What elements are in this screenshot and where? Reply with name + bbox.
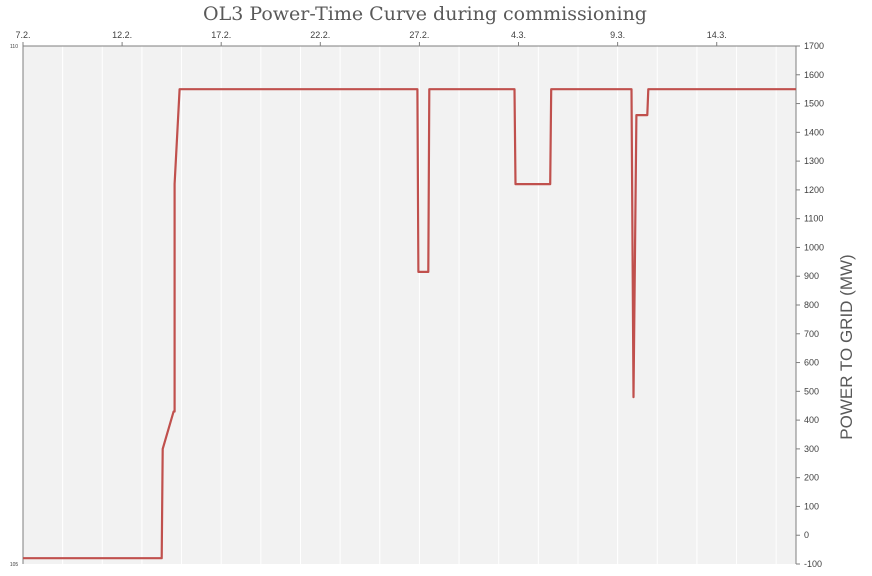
y-tick-label: 1600 <box>804 70 824 80</box>
y-tick-label: 1700 <box>804 41 824 51</box>
left-axis-top-label: 110 <box>10 44 18 50</box>
y-tick-label: 500 <box>804 386 819 396</box>
y-tick-label: -100 <box>804 559 822 569</box>
x-tick-label: 22.2. <box>310 30 330 40</box>
y-tick-label: 1300 <box>804 156 824 166</box>
y-axis-title: POWER TO GRID (MW) <box>837 254 856 439</box>
left-axis-bottom-label: 105 <box>10 562 19 568</box>
chart-title: OL3 Power-Time Curve during commissionin… <box>203 3 647 25</box>
y-tick-label: 800 <box>804 300 819 310</box>
y-tick-label: 0 <box>804 530 809 540</box>
y-tick-label: 100 <box>804 501 819 511</box>
y-tick-label: 400 <box>804 415 819 425</box>
x-tick-label: 4.3. <box>511 30 526 40</box>
gridlines <box>62 46 777 564</box>
y-tick-label: 300 <box>804 444 819 454</box>
y-tick-label: 600 <box>804 358 819 368</box>
x-tick-label: 17.2. <box>211 30 231 40</box>
series-layer <box>23 88 796 560</box>
series-line <box>23 88 796 560</box>
y-tick-label: 1000 <box>804 242 824 252</box>
plot-area <box>23 46 796 564</box>
x-tick-label: 12.2. <box>112 30 132 40</box>
y-tick-label: 1400 <box>804 127 824 137</box>
x-tick-label: 9.3. <box>610 30 625 40</box>
y-tick-label: 200 <box>804 473 819 483</box>
y-tick-label: 1500 <box>804 99 824 109</box>
y-axis-ticks: -100 0 100 200 300 400 500 600 700 800 900 1000 1100… <box>796 41 824 569</box>
x-tick-label: 27.2. <box>409 30 429 40</box>
y-tick-label: 700 <box>804 329 819 339</box>
x-axis-ticks: 7.2. 12.2. 17.2. 22.2. 27.2. 4.3. 9.3. 14.3. <box>15 30 727 46</box>
y-tick-label: 1200 <box>804 185 824 195</box>
y-tick-label: 1100 <box>804 214 823 224</box>
y-tick-label: 900 <box>804 271 819 281</box>
x-tick-label: 7.2. <box>15 30 30 40</box>
x-tick-label: 14.3. <box>707 30 727 40</box>
